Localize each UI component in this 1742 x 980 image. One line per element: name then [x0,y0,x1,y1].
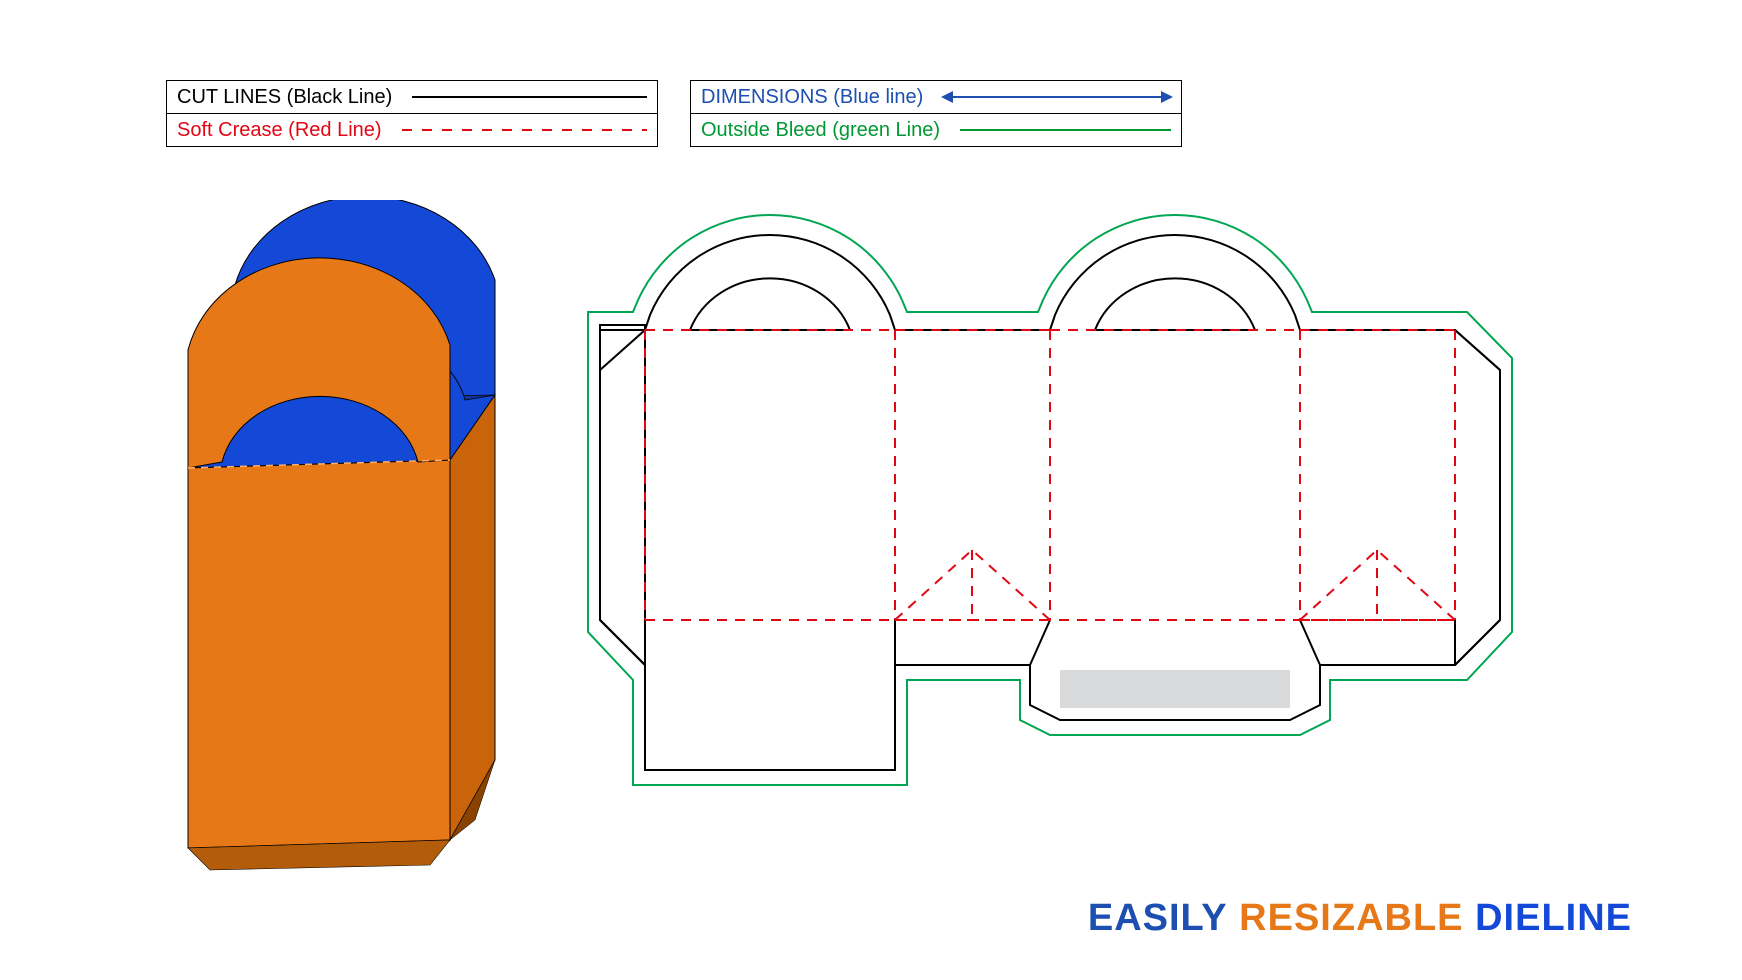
dieline-diagram: .cut { fill:none; stroke:#000000; stroke… [560,180,1710,860]
legend-right: DIMENSIONS (Blue line) Outside Bleed (gr… [690,80,1182,147]
legend-row: DIMENSIONS (Blue line) [691,81,1181,114]
cut-line-swatch-icon [412,96,647,98]
bleed-line-swatch-icon [960,129,1171,131]
crease-line-swatch-icon [402,129,647,131]
legend-label: CUT LINES (Black Line) [177,86,392,109]
dimension-arrow-swatch-icon [943,96,1171,98]
footer-tagline: EASILY RESIZABLE DIELINE [1088,897,1632,940]
legend-row: Soft Crease (Red Line) [167,114,657,146]
footer-word: RESIZABLE [1239,897,1463,940]
legend-left: CUT LINES (Black Line) Soft Crease (Red … [166,80,658,147]
box-3d-mockup [130,200,530,880]
footer-word: EASILY [1088,897,1228,940]
canvas: CUT LINES (Black Line) Soft Crease (Red … [0,0,1742,980]
legend-label: DIMENSIONS (Blue line) [701,86,923,109]
legend-label: Outside Bleed (green Line) [701,119,940,142]
legend-row: Outside Bleed (green Line) [691,114,1181,146]
footer-word: DIELINE [1475,897,1632,940]
legend-label: Soft Crease (Red Line) [177,119,382,142]
legend-row: CUT LINES (Black Line) [167,81,657,114]
